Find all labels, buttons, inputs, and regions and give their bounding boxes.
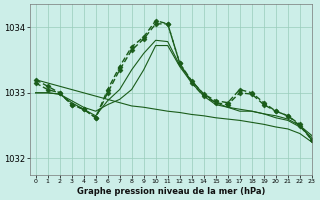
X-axis label: Graphe pression niveau de la mer (hPa): Graphe pression niveau de la mer (hPa) <box>76 187 265 196</box>
